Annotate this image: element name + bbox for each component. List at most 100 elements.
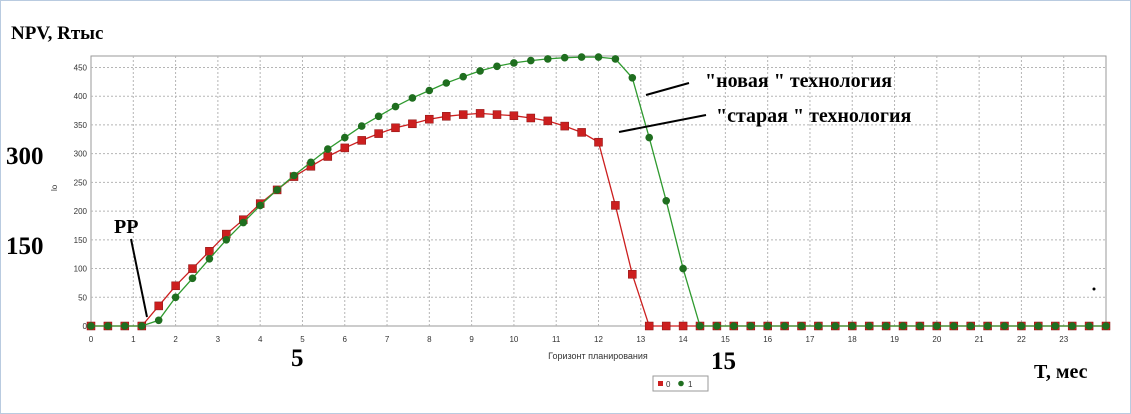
point-0-34	[661, 321, 671, 331]
point-1-10	[256, 201, 264, 210]
point-1-49	[916, 322, 924, 330]
point-1-19	[408, 94, 417, 102]
point-1-45	[848, 322, 857, 330]
point-1-54	[1000, 322, 1009, 330]
point-1-55	[1017, 322, 1026, 330]
point-1-60	[1102, 322, 1110, 330]
series-1	[87, 53, 1110, 330]
point-1-52	[966, 322, 975, 330]
point-1-18	[391, 102, 400, 111]
point-1-5	[171, 293, 180, 302]
x-tick-0: 0	[89, 335, 94, 344]
point-0-21	[442, 112, 451, 121]
point-0-24	[492, 110, 502, 119]
point-0-27	[543, 116, 553, 126]
point-0-26	[526, 113, 536, 123]
point-1-21	[442, 79, 451, 87]
point-1-39	[747, 322, 755, 330]
x-tick-19: 19	[890, 335, 899, 344]
annotation-pp: PP	[114, 216, 138, 238]
legend: 0 1	[652, 375, 709, 392]
x-tick-4: 4	[258, 335, 263, 344]
x-tick-20: 20	[932, 335, 941, 344]
point-1-58	[1068, 322, 1076, 330]
x-tick-12: 12	[594, 335, 603, 344]
point-0-33	[644, 321, 654, 331]
x-tick-3: 3	[216, 335, 221, 344]
point-1-28	[560, 53, 569, 62]
point-1-59	[1085, 322, 1093, 330]
point-0-20	[425, 114, 434, 124]
x-tick-labels: 0 1 2 3 4 5 6 7 8 9 10 11 12 13 14 15 16 17 18 19 20 21 22 23	[89, 335, 1069, 344]
point-1-51	[950, 322, 958, 330]
y-tick-50: 50	[78, 293, 87, 302]
y-tick-300: 300	[74, 150, 88, 159]
x-tick-6: 6	[343, 335, 348, 344]
point-1-31	[611, 55, 620, 63]
point-1-14	[324, 145, 332, 153]
legend-marker-1	[678, 380, 684, 387]
x-tick-10: 10	[509, 335, 518, 344]
point-1-9	[239, 218, 248, 227]
y-tick-0: 0	[83, 322, 88, 331]
point-1-32	[628, 74, 637, 82]
point-0-19	[408, 119, 417, 129]
point-1-37	[713, 322, 721, 330]
point-1-6	[188, 274, 197, 283]
old-tech-pointer	[618, 114, 707, 133]
x-unit-label: T, мес	[1034, 361, 1088, 383]
point-1-24	[493, 62, 501, 71]
legend-label-0: 0	[666, 380, 671, 389]
point-1-57	[1051, 322, 1060, 330]
y-tick-100: 100	[74, 265, 88, 274]
point-1-53	[983, 322, 992, 330]
x-tick-13: 13	[636, 335, 645, 344]
point-1-16	[357, 122, 366, 130]
series-layer	[86, 53, 1111, 331]
point-0-23	[475, 109, 485, 118]
point-0-16	[357, 136, 366, 145]
point-1-27	[544, 55, 552, 63]
point-0-6	[188, 264, 197, 273]
y-tick-250: 250	[74, 178, 88, 187]
point-1-34	[662, 197, 670, 205]
stray-dot	[1092, 287, 1096, 291]
point-1-22	[459, 72, 468, 81]
x-tick-14: 14	[679, 335, 688, 344]
point-0-29	[577, 128, 586, 137]
x-tick-5: 5	[300, 335, 305, 344]
point-0-22	[458, 110, 468, 119]
point-0-31	[611, 201, 620, 210]
annotation-150: 150	[6, 233, 44, 260]
point-1-36	[696, 322, 704, 330]
y-tick-150: 150	[74, 236, 88, 245]
pp-pointer	[130, 238, 148, 318]
point-1-41	[780, 322, 789, 330]
x-tick-2: 2	[173, 335, 178, 344]
point-1-1	[104, 322, 112, 330]
point-0-25	[509, 111, 519, 120]
point-1-4	[154, 316, 163, 325]
point-1-3	[138, 322, 146, 330]
x-tick-15: 15	[721, 335, 730, 344]
point-0-28	[560, 121, 569, 131]
point-0-30	[594, 137, 603, 147]
chart-title: NPV, Rтыс	[11, 23, 103, 44]
legend-marker-0	[658, 381, 663, 386]
point-0-14	[323, 152, 333, 161]
point-1-46	[865, 322, 873, 330]
y-tick-350: 350	[74, 121, 88, 130]
x-tick-23: 23	[1059, 335, 1068, 344]
annotation-300: 300	[6, 143, 44, 170]
point-1-17	[374, 112, 383, 121]
point-1-13	[307, 158, 315, 167]
x-tick-22: 22	[1017, 335, 1026, 344]
point-1-25	[510, 59, 518, 67]
point-1-11	[273, 186, 281, 194]
x-tick-17: 17	[806, 335, 815, 344]
new-tech-pointer	[645, 82, 690, 96]
x-tick-1: 1	[131, 335, 136, 344]
point-1-30	[594, 53, 603, 61]
